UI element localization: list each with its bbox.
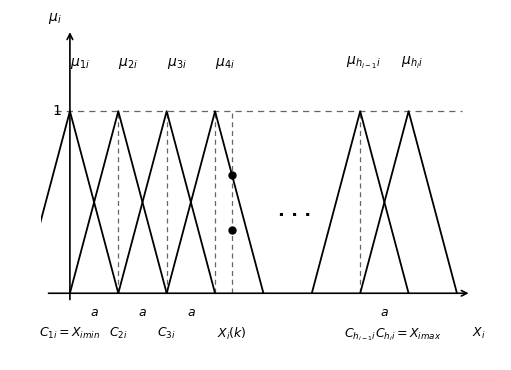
- Text: a: a: [187, 306, 195, 319]
- Text: $\mu_{3i}$: $\mu_{3i}$: [167, 56, 187, 71]
- Text: $X_i(k)$: $X_i(k)$: [217, 326, 247, 342]
- Text: . . .: . . .: [278, 202, 311, 221]
- Text: $\mu_{1i}$: $\mu_{1i}$: [70, 56, 90, 71]
- Text: $C_{h_{i-1}i}$: $C_{h_{i-1}i}$: [344, 326, 376, 343]
- Text: a: a: [381, 306, 388, 319]
- Text: $\mu_{h_i i}$: $\mu_{h_i i}$: [401, 55, 423, 71]
- Text: $\mu_{h_{i-1}i}$: $\mu_{h_{i-1}i}$: [345, 55, 380, 71]
- Text: $\mu_{4i}$: $\mu_{4i}$: [215, 56, 235, 71]
- Text: 1: 1: [52, 104, 61, 118]
- Text: $X_i$: $X_i$: [472, 326, 485, 341]
- Text: $C_{h_i i} = X_{imax}$: $C_{h_i i} = X_{imax}$: [376, 326, 442, 343]
- Text: a: a: [90, 306, 98, 319]
- Text: $C_{2i}$: $C_{2i}$: [109, 326, 128, 341]
- Text: $\mu_{2i}$: $\mu_{2i}$: [118, 56, 138, 71]
- Text: $\mu_i$: $\mu_i$: [48, 11, 62, 26]
- Text: $C_{3i}$: $C_{3i}$: [157, 326, 176, 341]
- Text: a: a: [138, 306, 146, 319]
- Text: $C_{1i} = X_{imin}$: $C_{1i} = X_{imin}$: [39, 326, 101, 341]
